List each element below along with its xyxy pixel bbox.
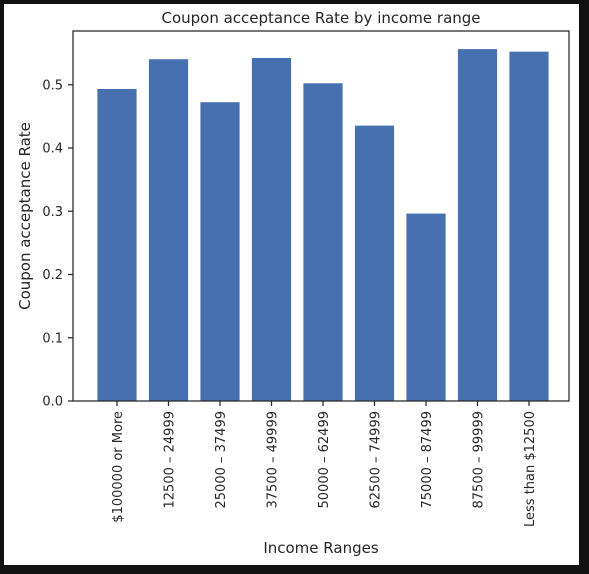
bar-chart: Coupon acceptance Rate by income range 0… [16, 9, 570, 557]
bar-75000-87499 [405, 212, 447, 402]
bar-62500-74999 [354, 124, 395, 402]
x-tick-label: 75000 – 87499 [420, 411, 435, 508]
bar-less-than-12500 [508, 50, 550, 402]
plot-frame [72, 30, 570, 402]
chart-title: Coupon acceptance Rate by income range [161, 9, 480, 27]
y-tick-label: 0.1 [42, 331, 63, 346]
y-axis-label: Coupon acceptance Rate [16, 122, 34, 310]
x-tick-label: 62500 – 74999 [369, 411, 384, 508]
x-tick-label: 12500 – 24999 [163, 411, 178, 508]
y-tick-label: 0.4 [42, 142, 63, 157]
y-tick-label: 0.0 [42, 395, 63, 410]
figure: Coupon acceptance Rate by income range 0… [4, 4, 579, 565]
bar-37500-49999 [251, 57, 292, 402]
x-axis-label: Income Ranges [263, 539, 379, 557]
bar-87500-99999 [457, 48, 498, 402]
y-axis-ticks: 0.0 0.1 0.2 0.3 0.4 0.5 [42, 78, 73, 410]
bar-12500-24999 [148, 58, 189, 402]
y-tick-label: 0.2 [42, 268, 63, 283]
x-tick-label: 87500 – 99999 [472, 411, 487, 508]
x-axis-ticks: $100000 or More 12500 – 24999 25000 – 3749… [111, 401, 538, 527]
x-tick-label: Less than $12500 [523, 411, 538, 527]
y-tick-label: 0.5 [42, 78, 63, 93]
bar-50000-62499 [302, 82, 344, 402]
y-tick-label: 0.3 [42, 205, 63, 220]
bars-group [96, 48, 550, 402]
x-tick-label: $100000 or More [111, 411, 126, 523]
bar-25000-37499 [199, 101, 241, 402]
x-tick-label: 37500 – 49999 [266, 411, 281, 508]
bar-100000-or-more [96, 88, 138, 402]
x-tick-label: 50000 – 62499 [317, 411, 332, 508]
x-tick-label: 25000 – 37499 [214, 411, 229, 508]
